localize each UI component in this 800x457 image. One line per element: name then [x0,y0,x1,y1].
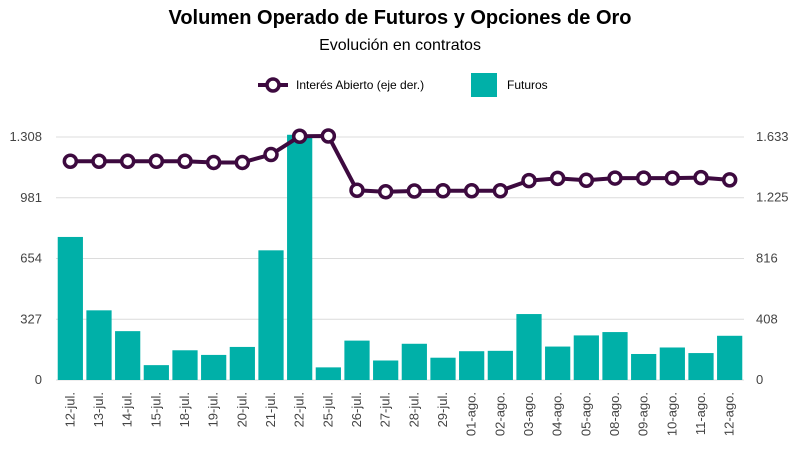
x-tick-label: 08-ago. [607,392,622,436]
bar [545,346,571,380]
line-point [91,153,107,170]
bar [602,332,628,380]
legend-item-futures: Futuros [471,73,548,97]
bar [688,353,714,380]
y-left-tick-label: 654 [20,251,42,266]
x-tick-label: 21-jul. [263,392,278,427]
bar [344,340,370,380]
legend-label-futures: Futuros [507,78,548,92]
y-left-tick-label: 1.308 [9,129,42,144]
bar [115,331,141,380]
x-tick-label: 18-jul. [177,392,192,427]
line-point [578,172,595,189]
line-point [406,183,423,199]
x-tick-label: 01-ago. [464,392,479,436]
open-interest-line [70,133,730,194]
line-point [205,154,222,171]
y-left-tick-label: 981 [20,190,42,205]
line-point [377,184,394,200]
line-point [721,172,738,188]
y-right-tick-label: 1.225 [756,190,789,205]
legend-bar-swatch [471,73,497,97]
bar [287,134,313,380]
y-axis-right: 0 408 816 1.225 1.633 [756,129,789,387]
x-tick-label: 04-ago. [550,392,565,436]
x-tick-label: 09-ago. [636,392,651,436]
bar [258,250,284,380]
legend-label-open-interest: Interés Abierto (eje der.) [296,78,424,92]
legend: Interés Abierto (eje der.) Futuros [258,73,548,97]
x-tick-label: 13-jul. [91,392,106,427]
line-point [463,182,480,199]
line-point [148,153,165,170]
line-point [62,153,79,170]
bar [487,350,513,380]
bar [373,360,399,380]
x-tick-label: 27-jul. [378,392,393,427]
x-axis: 12-jul. 13-jul. 14-jul. 15-jul. 18-jul. 19-ju… [62,392,736,436]
bar [459,351,485,380]
line-point [693,169,709,186]
x-tick-label: 12-ago. [722,392,737,436]
x-tick-label: 15-jul. [148,392,163,427]
bar [315,367,341,380]
x-tick-label: 02-ago. [492,392,507,436]
bar [143,365,169,380]
x-tick-label: 12-jul. [62,392,77,427]
bar [659,347,685,380]
bar [573,335,599,380]
y-axis-left: 0 327 654 981 1.308 [9,129,42,387]
x-tick-label: 29-jul. [435,392,450,427]
bar-series-futures [57,134,743,380]
bar [86,310,112,380]
bar [631,353,657,380]
y-right-tick-label: 1.633 [756,129,789,144]
line-point [320,128,337,144]
bar [401,343,427,380]
legend-marker-swatch [265,77,281,93]
x-tick-label: 28-jul. [406,392,421,427]
chart-subtitle: Evolución en contratos [319,37,481,54]
line-point [291,128,308,145]
x-tick-label: 22-jul. [292,392,307,427]
x-tick-label: 20-jul. [234,392,249,427]
legend-item-open-interest: Interés Abierto (eje der.) [258,77,424,93]
x-tick-label: 26-jul. [349,392,364,427]
line-series-open-interest [62,128,738,200]
x-tick-label: 25-jul. [320,392,335,427]
bar [229,346,255,380]
line-point [492,182,509,199]
y-right-tick-label: 0 [756,372,763,387]
x-tick-label: 03-ago. [521,392,536,436]
y-right-tick-label: 408 [756,311,778,326]
line-point [664,170,681,186]
line-point [435,182,451,199]
line-point [521,172,537,189]
x-tick-label: 19-jul. [206,392,221,427]
y-left-tick-label: 327 [20,311,42,326]
bar [201,354,227,380]
line-point [635,170,652,186]
bar [430,357,456,380]
line-point [349,182,365,199]
x-tick-label: 05-ago. [578,392,593,436]
line-point [263,146,279,163]
bar [516,314,542,380]
x-tick-label: 14-jul. [120,392,135,427]
x-tick-label: 11-ago. [693,392,708,435]
bar [172,350,198,380]
bar [57,236,83,380]
gridlines [56,136,744,381]
chart-title: Volumen Operado de Futuros y Opciones de… [168,7,631,29]
y-right-tick-label: 816 [756,251,778,266]
line-point [234,154,251,171]
y-left-tick-label: 0 [35,372,42,387]
x-tick-label: 10-ago. [664,392,679,436]
bar [717,335,743,380]
line-point [119,153,136,170]
line-point [607,170,623,186]
line-point [177,153,193,170]
line-point [549,170,566,187]
